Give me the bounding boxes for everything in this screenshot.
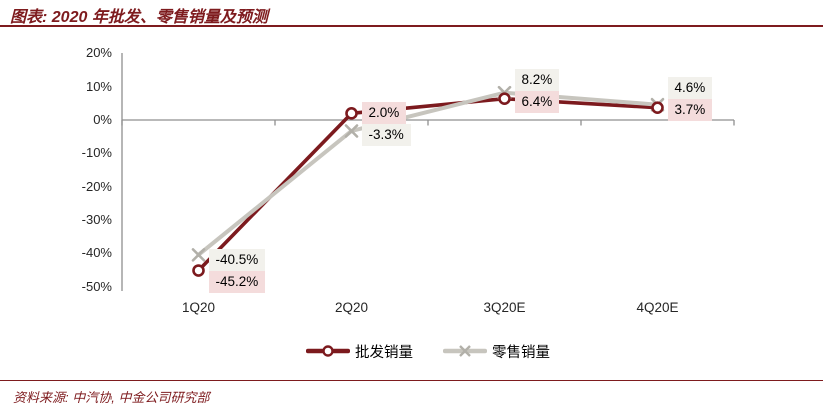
source-divider (0, 380, 823, 381)
wholesale-data-label: 2.0% (361, 102, 407, 124)
x-axis-tick-label: 4Q20E (636, 300, 679, 315)
wholesale-data-label: 6.4% (514, 91, 560, 113)
y-axis-tick-label: -40% (81, 245, 112, 261)
y-axis-tick-label: 20% (85, 45, 112, 61)
y-axis-tick-label: -50% (81, 278, 112, 294)
retail-x-marker (344, 124, 359, 138)
title-divider (0, 25, 823, 27)
wholesale-circle-marker (345, 107, 358, 120)
legend-label: 批发销量 (355, 344, 413, 361)
retail-data-label: 8.2% (514, 69, 560, 91)
wholesale-legend-marker-icon (306, 345, 350, 357)
y-axis-tick-label: 10% (85, 78, 112, 94)
wholesale-circle-marker (192, 264, 205, 277)
legend: 批发销量 零售销量 (122, 341, 734, 361)
wholesale-circle-marker (651, 101, 664, 114)
legend-item-retail: 零售销量 (443, 341, 550, 362)
x-axis-tick-label: 3Q20E (483, 300, 526, 315)
chart-title: 图表: 2020 年批发、零售销量及预测 (10, 9, 268, 26)
retail-x-marker (191, 248, 206, 262)
wholesale-data-label: 3.7% (667, 99, 713, 121)
retail-legend-marker-icon (443, 345, 487, 357)
series-retail-line (196, 90, 660, 257)
legend-item-wholesale: 批发销量 (306, 341, 413, 362)
x-axis-tick-label: 2Q20 (334, 300, 369, 315)
legend-label: 零售销量 (492, 344, 550, 361)
retail-data-label: -3.3% (361, 124, 411, 146)
y-axis-tick-label: -20% (81, 178, 112, 194)
line-chart-canvas (121, 53, 735, 291)
y-axis-tick-label: -10% (81, 145, 112, 161)
x-axis-tick-label: 1Q20 (181, 300, 216, 315)
retail-data-label: -40.5% (208, 249, 266, 271)
wholesale-circle-marker (498, 92, 511, 105)
y-axis-tick-label: 0% (93, 112, 112, 127)
source-note: 资料来源: 中汽协, 中金公司研究部 (13, 390, 210, 405)
y-axis-tick-label: -30% (81, 211, 112, 227)
wholesale-data-label: -45.2% (208, 271, 266, 293)
plot-area: 20% 10% 0% -10% -20% -30% -40% -50% 1Q20 2Q20 3Q20… (0, 30, 823, 370)
retail-data-label: 4.6% (667, 77, 713, 99)
